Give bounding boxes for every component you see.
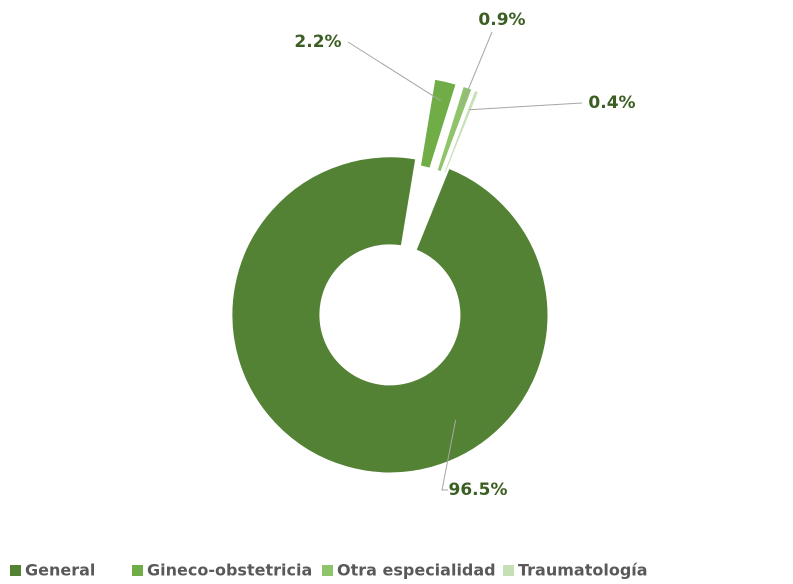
data-label: 0.9%: [478, 10, 525, 30]
legend-label: Otra especialidad: [337, 561, 496, 580]
legend-swatch: [132, 565, 143, 576]
legend-swatch: [10, 565, 21, 576]
leader-line: [469, 102, 583, 111]
legend-label: General: [25, 561, 95, 580]
data-label: 96.5%: [449, 480, 508, 500]
legend-label: Traumatología: [518, 561, 648, 580]
data-label: 0.4%: [588, 93, 635, 113]
donut-slice: [436, 85, 473, 173]
donut-slice: [419, 78, 457, 169]
donut-slice: [231, 156, 549, 474]
leader-line: [441, 419, 457, 491]
donut-slice: [443, 89, 480, 175]
leader-line: [347, 41, 442, 102]
legend-label: Gineco-obstetricia: [147, 561, 312, 580]
legend-swatch: [322, 565, 333, 576]
leader-line: [460, 31, 493, 107]
data-label: 2.2%: [294, 32, 341, 52]
legend-swatch: [503, 565, 514, 576]
